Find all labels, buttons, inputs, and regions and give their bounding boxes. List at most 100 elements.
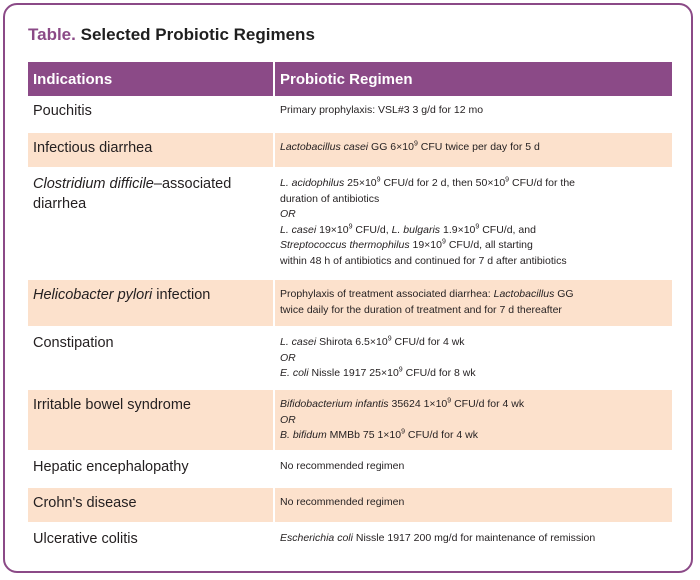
- text-run: Prophylaxis of treatment associated diar…: [280, 288, 494, 300]
- text-run: GG: [554, 288, 574, 300]
- regimen-cell: Escherichia coli Nissle 1917 200 mg/d fo…: [273, 523, 672, 560]
- regimen-cell: Lactobacillus casei GG 6×109 CFU twice p…: [273, 132, 672, 169]
- regimen-line: No recommended regimen: [280, 495, 667, 511]
- regimen-cell: Prophylaxis of treatment associated diar…: [273, 279, 672, 328]
- regimen-line: OR: [280, 413, 667, 429]
- text-run: Lactobacillus casei: [280, 141, 369, 153]
- regimen-line: B. bifidum MMBb 75 1×109 CFU/d for 4 wk: [280, 428, 667, 444]
- text-run: GG 6×10: [368, 141, 414, 153]
- text-run: 19×10: [409, 239, 442, 251]
- text-run: Clostridium difficile: [33, 176, 154, 192]
- text-run: 19×10: [316, 223, 349, 236]
- text-run: L. acidophilus: [280, 177, 345, 189]
- indication-cell: Ulcerative colitis: [28, 523, 274, 560]
- caption-title: Selected Probiotic Regimens: [80, 25, 315, 44]
- text-run: CFU/d for 8 wk: [402, 367, 476, 379]
- text-run: 1.9×10: [440, 223, 476, 236]
- regimen-line: L. acidophilus 25×109 CFU/d for 2 d, the…: [280, 176, 667, 192]
- text-run: 25×10: [344, 177, 377, 189]
- text-run: Irritable bowel syndrome: [33, 397, 191, 413]
- regimen-cell: Primary prophylaxis: VSL#3 3 g/d for 12 …: [273, 96, 672, 133]
- text-run: Escherichia coli: [280, 532, 353, 544]
- header-regimen: Probiotic Regimen: [273, 62, 672, 96]
- text-run: Streptococcus thermophilus: [280, 239, 410, 251]
- text-run: Pouchitis: [33, 103, 92, 119]
- indication-cell: Constipation: [28, 327, 274, 390]
- regimen-line: L. casei Shirota 6.5×109 CFU/d for 4 wk: [280, 335, 667, 351]
- table-row: Clostridium difficile–associated diarrhe…: [28, 168, 672, 280]
- regimen-line: twice daily for the duration of treatmen…: [280, 303, 667, 319]
- text-run: MMBb 75 1×10: [326, 429, 402, 441]
- text-run: OR: [280, 351, 296, 364]
- text-run: CFU/d,: [352, 223, 392, 236]
- text-run: OR: [280, 208, 296, 220]
- text-run: Ulcerative colitis: [33, 531, 138, 547]
- superscript: 9: [505, 176, 510, 184]
- text-run: L. bulgaris: [391, 223, 441, 236]
- regimen-cell: L. casei Shirota 6.5×109 CFU/d for 4 wk O…: [273, 327, 672, 390]
- text-run: Infectious diarrhea: [33, 140, 153, 156]
- text-run: CFU/d for 4 wk: [451, 398, 525, 410]
- regimen-line: Bifidobacterium infantis 35624 1×109 CFU…: [280, 397, 667, 413]
- indication-cell: Infectious diarrhea: [28, 132, 274, 169]
- superscript: 9: [401, 428, 406, 436]
- text-run: infection: [152, 287, 211, 303]
- regimen-table: Indications Probiotic Regimen Pouchitis P…: [28, 62, 672, 560]
- text-run: twice daily for the duration of treatmen…: [280, 303, 562, 316]
- text-run: CFU/d for 4 wk: [405, 429, 478, 441]
- regimen-line: duration of antibiotics: [280, 192, 667, 208]
- superscript: 9: [376, 176, 381, 184]
- text-run: No recommended regimen: [280, 496, 405, 508]
- text-run: Nissle 1917 25×10: [308, 367, 399, 379]
- text-run: Primary prophylaxis: VSL#3 3 g/d for 12 …: [280, 104, 484, 116]
- regimen-table-wrap: Indications Probiotic Regimen Pouchitis P…: [28, 62, 672, 560]
- superscript: 9: [442, 238, 446, 246]
- table-row: Hepatic encephalopathy No recommended reg…: [28, 451, 672, 488]
- text-run: Constipation: [33, 335, 114, 351]
- text-run: B. bifidum: [280, 429, 327, 441]
- text-run: CFU/d, and: [479, 223, 536, 236]
- text-run: 35624 1×10: [388, 398, 448, 410]
- regimen-cell: L. acidophilus 25×109 CFU/d for 2 d, the…: [273, 168, 672, 280]
- superscript: 9: [447, 397, 452, 405]
- header-row: Indications Probiotic Regimen: [28, 62, 672, 96]
- regimen-line: Streptococcus thermophilus 19×109 CFU/d,…: [280, 238, 667, 254]
- text-run: CFU/d, all starting: [445, 239, 533, 251]
- text-run: CFU/d for the: [509, 177, 576, 189]
- table-row: Constipation L. casei Shirota 6.5×109 CFU…: [28, 327, 672, 390]
- indication-cell: Hepatic encephalopathy: [28, 451, 274, 488]
- text-run: –associated diarrhea: [33, 176, 232, 212]
- text-run: L. casei: [280, 336, 317, 348]
- text-run: E. coli: [280, 367, 309, 379]
- regimen-line: OR: [280, 351, 667, 367]
- regimen-cell: Bifidobacterium infantis 35624 1×109 CFU…: [273, 389, 672, 452]
- text-run: No recommended regimen: [280, 460, 405, 472]
- text-run: CFU/d for 4 wk: [391, 336, 465, 348]
- superscript: 9: [413, 140, 418, 148]
- text-run: L. casei: [280, 223, 317, 236]
- regimen-line: OR: [280, 207, 667, 223]
- regimen-line: No recommended regimen: [280, 459, 667, 475]
- text-run: within 48 h of antibiotics and continued…: [280, 254, 567, 267]
- regimen-line: Escherichia coli Nissle 1917 200 mg/d fo…: [280, 531, 667, 547]
- table-row: Ulcerative colitis Escherichia coli Nissl…: [28, 523, 672, 560]
- regimen-line: within 48 h of antibiotics and continued…: [280, 254, 667, 270]
- regimen-line: Lactobacillus casei GG 6×109 CFU twice p…: [280, 140, 667, 156]
- indication-cell: Irritable bowel syndrome: [28, 389, 274, 452]
- regimen-line: L. casei 19×109 CFU/d, L. bulgaris 1.9×1…: [280, 223, 667, 239]
- superscript: 9: [387, 335, 392, 343]
- regimen-line: E. coli Nissle 1917 25×109 CFU/d for 8 w…: [280, 366, 667, 382]
- table-row: Crohn's disease No recommended regimen: [28, 487, 672, 524]
- superscript: 9: [475, 223, 480, 230]
- table-body: Pouchitis Primary prophylaxis: VSL#3 3 g/…: [28, 96, 672, 560]
- text-run: Nissle 1917 200 mg/d for maintenance of …: [352, 532, 596, 544]
- text-run: Shirota 6.5×10: [316, 336, 388, 348]
- text-run: OR: [280, 413, 296, 426]
- text-run: Crohn's disease: [33, 495, 137, 511]
- header-indications: Indications: [28, 62, 274, 96]
- superscript: 9: [348, 223, 353, 230]
- text-run: CFU/d for 2 d, then 50×10: [380, 177, 506, 189]
- text-run: Bifidobacterium infantis: [280, 398, 389, 410]
- indication-cell: Pouchitis: [28, 96, 274, 133]
- table-row: Irritable bowel syndrome Bifidobacterium …: [28, 389, 672, 452]
